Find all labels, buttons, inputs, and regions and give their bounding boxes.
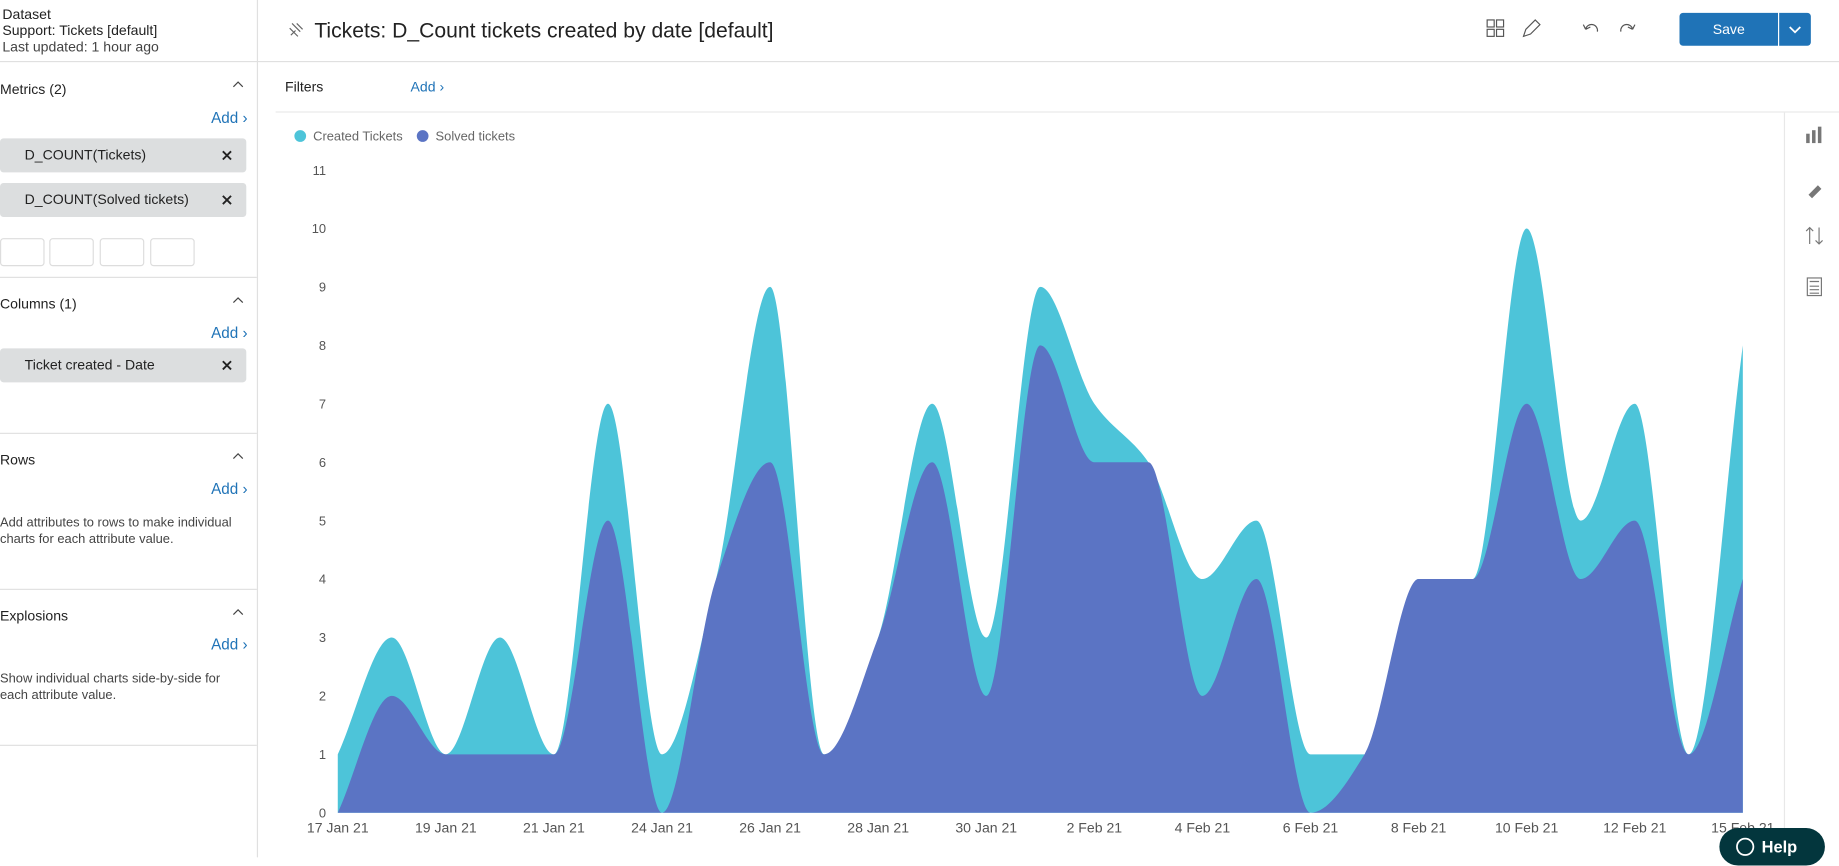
chart: 0 1 2 3 4 5 6 7 8 9 10 11 17 Jan 21 19 Jan 21 21 Jan 2…: [294, 129, 1775, 836]
add-text[interactable]: Add: [211, 323, 239, 342]
section-title: Explosions: [0, 607, 69, 624]
add-text[interactable]: Add: [211, 635, 239, 654]
x-tick-label: 4 Feb 21: [1175, 820, 1231, 836]
add-link[interactable]: Add ›: [211, 109, 248, 127]
collapse-icon[interactable]: [232, 296, 244, 304]
metrics-section: Metrics (2) Add › D_COUNT(Tickets) D_COU…: [0, 62, 257, 278]
format-icon[interactable]: [1808, 185, 1822, 199]
option-button[interactable]: [150, 238, 195, 267]
add-text[interactable]: Add: [211, 109, 239, 127]
hint: Show individual charts side-by-side for …: [0, 672, 221, 703]
rows-section: Rows Add › Add attributes to rows to mak…: [0, 434, 257, 590]
x-tick-label: 8 Feb 21: [1391, 820, 1447, 836]
y-tick-label: 6: [319, 455, 326, 470]
legend-swatch: [294, 130, 307, 142]
divider: [275, 111, 1839, 113]
column-pill[interactable]: Ticket created - Date: [0, 348, 247, 383]
option-button[interactable]: [49, 238, 94, 267]
option-button[interactable]: [99, 238, 145, 267]
undo-icon[interactable]: [1582, 23, 1599, 32]
pill-text: Ticket created - Date: [24, 356, 155, 373]
redo-icon[interactable]: [1620, 23, 1636, 32]
x-tick-label: 2 Feb 21: [1067, 820, 1123, 836]
y-tick-label: 2: [319, 689, 326, 704]
add-link[interactable]: Add ›: [211, 635, 248, 654]
y-tick-label: 5: [319, 513, 326, 528]
x-tick-label: 12 Feb 21: [1603, 820, 1667, 836]
collapse-icon[interactable]: [232, 608, 244, 616]
save-menu[interactable]: [1779, 12, 1811, 46]
section-title: Rows: [0, 451, 36, 468]
x-tick-label: 17 Jan 21: [307, 820, 369, 836]
dataset-updated: Last updated: 1 hour ago: [2, 38, 159, 56]
pill-text: D_COUNT(Tickets): [24, 146, 147, 164]
help-button[interactable]: Help: [1719, 828, 1825, 866]
page-title: Tickets: D_Count tickets created by date…: [314, 18, 774, 43]
y-tick-label: 7: [319, 396, 326, 411]
chart-icon[interactable]: [1806, 126, 1822, 144]
dataset-name[interactable]: Support: Tickets [default]: [2, 22, 158, 39]
sort-icon[interactable]: [1805, 226, 1823, 245]
section-title: Columns (1): [0, 295, 77, 312]
filter-add[interactable]: Add ›: [410, 78, 445, 95]
metric-pill[interactable]: D_COUNT(Solved tickets): [0, 182, 247, 217]
dataset-label: Dataset: [2, 5, 51, 23]
layout-icon[interactable]: [1486, 19, 1505, 37]
pin-icon[interactable]: [286, 21, 305, 40]
edit-icon[interactable]: [1522, 19, 1541, 38]
save-button[interactable]: Save: [1679, 12, 1779, 46]
x-tick-label: 24 Jan 21: [631, 820, 693, 836]
y-tick-label: 3: [319, 630, 326, 645]
x-tick-label: 19 Jan 21: [415, 820, 477, 836]
divider: [256, 0, 259, 858]
legend-label: Created Tickets: [313, 129, 403, 144]
y-tick-label: 0: [319, 805, 326, 820]
remove-icon[interactable]: [222, 150, 233, 161]
option-button[interactable]: [0, 238, 45, 267]
hint: Add attributes to rows to make individua…: [0, 516, 232, 547]
add-text[interactable]: Add: [410, 78, 436, 95]
y-tick-label: 8: [319, 338, 326, 353]
legend-label: Solved tickets: [436, 129, 516, 144]
x-tick-label: 26 Jan 21: [739, 820, 801, 836]
x-tick-label: 28 Jan 21: [847, 820, 909, 836]
y-tick-label: 10: [312, 221, 326, 236]
side-tools: [1805, 126, 1823, 297]
filters-label: Filters: [284, 78, 324, 95]
pill-text: D_COUNT(Solved tickets): [24, 191, 189, 208]
divider: [0, 60, 1839, 63]
add-link[interactable]: Add ›: [211, 323, 248, 342]
remove-icon[interactable]: [222, 360, 233, 371]
section-title: Metrics (2): [0, 80, 67, 98]
area: [337, 345, 1743, 813]
remove-icon[interactable]: [222, 195, 233, 206]
y-tick-label: 4: [319, 572, 326, 587]
columns-section: Columns (1) Add › Ticket created - Date: [0, 278, 257, 434]
x-tick-label: 10 Feb 21: [1495, 820, 1559, 836]
collapse-icon[interactable]: [232, 452, 244, 460]
help-text: Help: [1761, 837, 1798, 857]
calc-icon[interactable]: [1806, 277, 1822, 297]
toolbar: [1486, 19, 1636, 38]
y-tick-label: 1: [319, 747, 326, 762]
add-link[interactable]: Add ›: [211, 479, 248, 498]
collapse-icon[interactable]: [232, 80, 244, 88]
legend-swatch: [416, 130, 429, 142]
divider: [1783, 112, 1786, 858]
metric-pill[interactable]: D_COUNT(Tickets): [0, 138, 247, 173]
y-tick-label: 11: [313, 163, 326, 178]
x-tick-label: 6 Feb 21: [1283, 820, 1339, 836]
add-text[interactable]: Add: [211, 479, 239, 498]
y-tick-label: 9: [319, 280, 326, 295]
explosions-section: Explosions Add › Show individual charts …: [0, 590, 257, 746]
x-tick-label: 21 Jan 21: [523, 820, 585, 836]
x-tick-label: 30 Jan 21: [955, 820, 1017, 836]
